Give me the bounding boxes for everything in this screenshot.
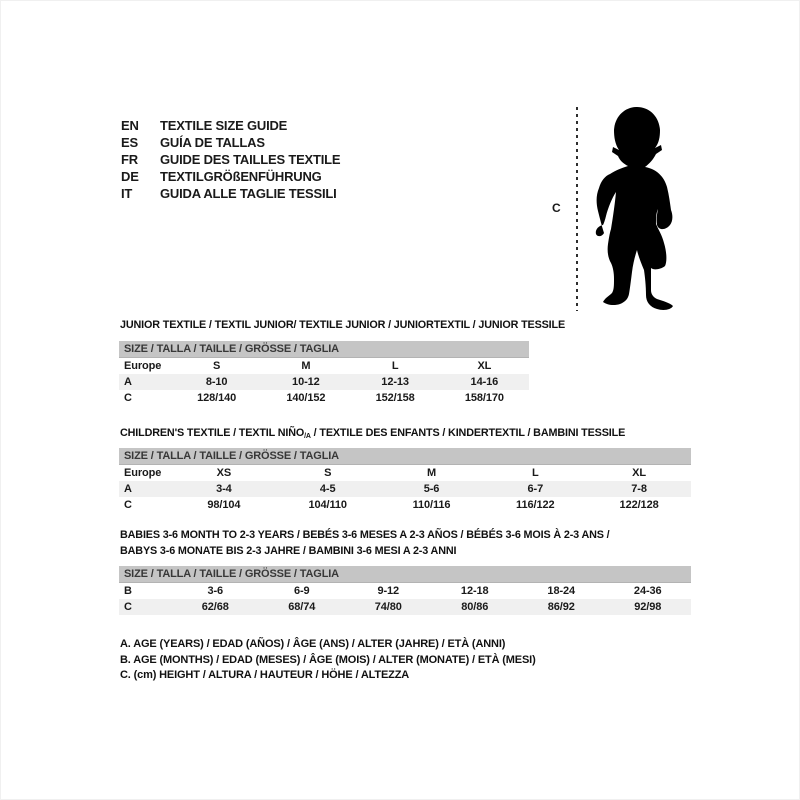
lang-code: DE [121,169,139,184]
row-label: Europe [124,467,162,479]
row-label: B [124,585,132,597]
size-header-bar: SIZE / TALLA / TAILLE / GRÖSSE / TAGLIA [119,448,691,465]
cell: 3-6 [207,585,224,597]
cell: XS [216,467,232,479]
table-row-europe: Europe XS S M L XL [119,465,691,481]
cell: 14-16 [470,376,499,388]
table-row-months: B 3-6 6-9 9-12 12-18 18-24 24-36 [119,583,691,599]
cell: 80/86 [461,601,489,613]
lang-code: FR [121,152,138,167]
row-label: C [124,601,132,613]
cell: 74/80 [374,601,402,613]
language-list: EN TEXTILE SIZE GUIDE ES GUÍA DE TALLAS … [121,117,341,202]
title-text: / TEXTILE DES ENFANTS / KINDERTEXTIL / B… [310,427,626,439]
lang-row-es: ES GUÍA DE TALLAS [121,134,340,151]
legend-line-b: B. AGE (MONTHS) / EDAD (MESES) / ÂGE (MO… [120,653,536,666]
height-measure-figure: C [546,103,706,318]
junior-table-title: JUNIOR TEXTILE / TEXTIL JUNIOR/ TEXTILE … [120,319,566,331]
table-row-age: A 3-4 4-5 5-6 6-7 7-8 [119,481,691,497]
cell: 128/140 [197,392,237,404]
cell: M [426,467,437,479]
row-label: Europe [124,360,162,372]
cell: 122/128 [619,499,659,511]
cell: 3-4 [216,483,232,495]
cell: 68/74 [288,601,316,613]
title-line1: BABIES 3-6 MONTH TO 2-3 YEARS / BEBÉS 3-… [120,529,610,541]
cell: 158/170 [464,392,504,404]
babies-table-title: BABIES 3-6 MONTH TO 2-3 YEARS / BEBÉS 3-… [120,527,610,559]
cell: 5-6 [423,483,440,495]
lang-code: EN [121,118,139,133]
cell: 18-24 [547,585,576,597]
height-dashed-line [576,107,578,311]
table-row-height: C 98/104 104/110 110/116 116/122 122/128 [119,497,691,513]
cell: XL [632,467,647,479]
cell: M [301,360,311,372]
lang-code: ES [121,135,138,150]
table-row-height: C 62/68 68/74 74/80 80/86 86/92 92/98 [119,599,691,615]
cell: L [391,360,399,372]
toddler-silhouette-icon [595,107,673,310]
cell: 62/68 [201,601,229,613]
legend: A. AGE (YEARS) / EDAD (AÑOS) / ÂGE (ANS)… [120,637,536,684]
size-header-bar: SIZE / TALLA / TAILLE / GRÖSSE / TAGLIA [119,566,691,583]
cell: 110/116 [412,499,451,511]
cell: 86/92 [547,601,575,613]
size-header-bar: SIZE / TALLA / TAILLE / GRÖSSE / TAGLIA [119,341,529,358]
title-line2: BABYS 3-6 MONATE BIS 2-3 JAHRE / BAMBINI… [120,545,457,557]
row-label: A [124,376,132,388]
cell: 152/158 [375,392,415,404]
junior-table: SIZE / TALLA / TAILLE / GRÖSSE / TAGLIA … [119,341,529,406]
cell: L [531,467,539,479]
lang-row-en: EN TEXTILE SIZE GUIDE [121,117,340,134]
cell: 12-13 [381,376,409,388]
height-measure-label: C [552,201,561,215]
cell: 140/152 [286,392,326,404]
title-subscript: /A [304,433,311,440]
lang-row-fr: FR GUIDE DES TAILLES TEXTILE [121,151,341,168]
row-label: C [124,499,132,511]
babies-table: SIZE / TALLA / TAILLE / GRÖSSE / TAGLIA … [119,566,691,615]
cell: S [324,467,332,479]
cell: 12-18 [460,585,489,597]
lang-row-it: IT GUIDA ALLE TAGLIE TESSILI [121,185,340,202]
cell: 92/98 [634,601,662,613]
cell: XL [477,360,492,372]
cell: S [213,360,221,372]
lang-label: TEXTILGRÖßENFÜHRUNG [160,169,322,184]
cell: 6-9 [293,585,310,597]
row-label: A [124,483,132,495]
lang-label: GUIDA ALLE TAGLIE TESSILI [160,186,337,201]
cell: 98/104 [207,499,241,511]
children-table: SIZE / TALLA / TAILLE / GRÖSSE / TAGLIA … [119,448,691,513]
table-row-age: A 8-10 10-12 12-13 14-16 [119,374,529,390]
row-label: C [124,392,132,404]
lang-label: TEXTILE SIZE GUIDE [160,118,288,133]
cell: 8-10 [205,376,228,388]
lang-row-de: DE TEXTILGRÖßENFÜHRUNG [121,168,340,185]
cell: 116/122 [516,499,555,511]
cell: 10-12 [292,376,320,388]
children-table-title: CHILDREN'S TEXTILE / TEXTIL NIÑO/A / TEX… [120,425,625,445]
title-text: CHILDREN'S TEXTILE / TEXTIL NIÑO [120,427,305,439]
cell: 24-36 [633,585,662,597]
table-row-europe: Europe S M L XL [119,358,529,374]
cell: 4-5 [319,483,336,495]
cell: 9-12 [377,585,400,597]
lang-label: GUIDE DES TAILLES TEXTILE [160,152,341,167]
cell: 6-7 [527,483,544,495]
legend-line-c: C. (cm) HEIGHT / ALTURA / HAUTEUR / HÖHE… [120,669,410,681]
table-row-height: C 128/140 140/152 152/158 158/170 [119,390,529,406]
cell: 104/110 [308,499,347,511]
lang-code: IT [121,186,133,201]
legend-line-a: A. AGE (YEARS) / EDAD (AÑOS) / ÂGE (ANS)… [120,638,506,650]
lang-label: GUÍA DE TALLAS [160,135,265,150]
cell: 7-8 [631,483,647,495]
